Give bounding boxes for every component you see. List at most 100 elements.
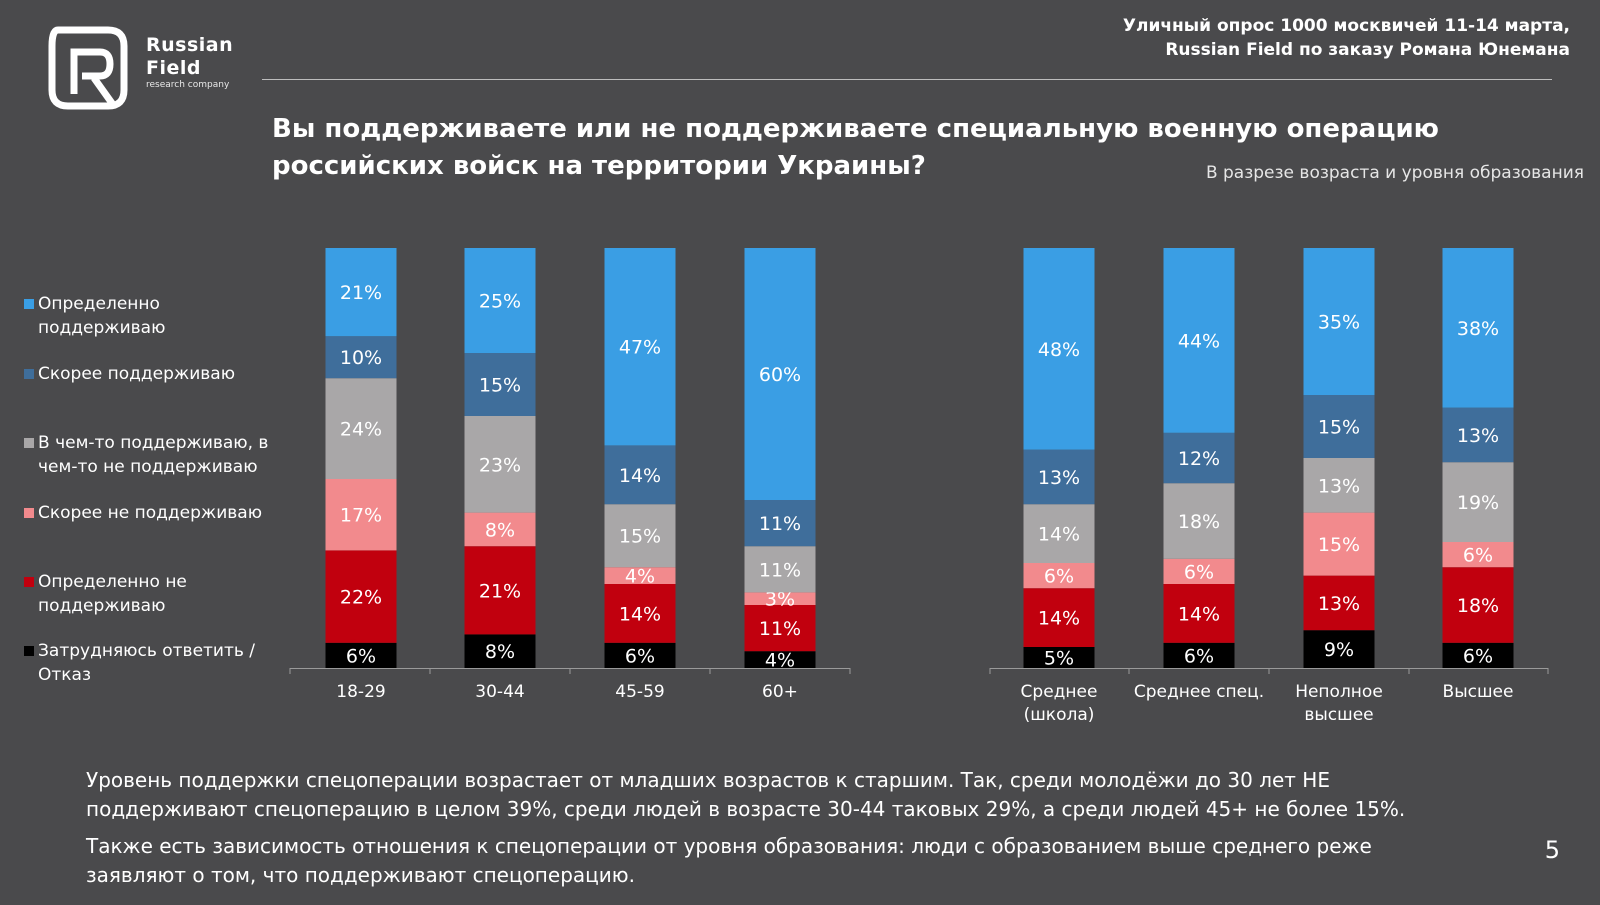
header-divider <box>262 79 1552 80</box>
bar-segment <box>744 592 816 605</box>
data-label: 21% <box>340 282 382 304</box>
legend-label: Определенно поддерживаю <box>38 294 166 338</box>
bar-segment <box>464 546 536 635</box>
data-label: 8% <box>485 641 515 663</box>
data-label: 23% <box>479 454 521 476</box>
data-label: 14% <box>619 465 661 487</box>
bar-segment <box>1303 630 1375 668</box>
x-tick-label: 18-29 <box>336 682 385 702</box>
bar-segment <box>1442 407 1514 463</box>
logo-icon <box>48 26 128 110</box>
bar-segment <box>325 550 397 643</box>
data-label: 6% <box>1463 645 1493 667</box>
data-label: 3% <box>765 589 795 611</box>
bar-segment <box>464 634 536 668</box>
legend-label: Скорее не поддерживаю <box>38 503 263 523</box>
bar-segment <box>1163 483 1235 559</box>
x-tick-label: 60+ <box>762 682 798 702</box>
legend-item: Скорее не поддерживаю <box>24 501 284 525</box>
data-label: 35% <box>1318 312 1360 334</box>
legend-swatch <box>24 646 34 656</box>
data-label: 14% <box>1038 608 1080 630</box>
x-tick-label: Среднее спец. <box>1134 682 1264 702</box>
data-label: 6% <box>1184 561 1214 583</box>
legend-swatch <box>24 369 34 379</box>
legend-label: Скорее поддерживаю <box>38 364 236 384</box>
data-label: 13% <box>1318 475 1360 497</box>
data-label: 15% <box>1318 417 1360 439</box>
logo-tagline: research company <box>146 80 230 90</box>
data-label: 6% <box>1184 645 1214 667</box>
data-label: 60% <box>759 364 801 386</box>
summary-text: Уровень поддержки спецоперации возрастае… <box>86 766 1466 898</box>
x-tick-label: Среднее <box>1021 682 1098 702</box>
data-label: 14% <box>619 603 661 625</box>
data-label: 19% <box>1457 492 1499 514</box>
source-note: Уличный опрос 1000 москвичей 11-14 марта… <box>1123 14 1570 62</box>
bar-segment <box>1442 542 1514 568</box>
data-label: 6% <box>1463 545 1493 567</box>
legend-item: Определенно не поддерживаю <box>24 570 284 618</box>
bar-segment <box>1442 642 1514 668</box>
bar-segment <box>325 378 397 479</box>
data-label: 6% <box>625 645 655 667</box>
bar-segment <box>744 248 816 500</box>
bar-segment <box>464 353 536 416</box>
bar-segment <box>325 479 397 551</box>
logo <box>48 26 128 110</box>
bar-segment <box>744 651 816 668</box>
data-label: 25% <box>479 291 521 313</box>
data-label: 21% <box>479 580 521 602</box>
x-tick-label: 45-59 <box>615 682 664 702</box>
data-label: 13% <box>1318 593 1360 615</box>
bar-segment <box>1442 248 1514 408</box>
data-label: 6% <box>1044 566 1074 588</box>
data-label: 44% <box>1178 330 1220 352</box>
data-label: 9% <box>1324 639 1354 661</box>
data-label: 14% <box>1178 603 1220 625</box>
bar-segment <box>604 445 676 505</box>
bar-segment <box>1163 248 1235 433</box>
data-label: 12% <box>1178 448 1220 470</box>
data-label: 48% <box>1038 339 1080 361</box>
data-label: 22% <box>340 587 382 609</box>
bar-segment <box>744 500 816 547</box>
x-tick-label: 30-44 <box>475 682 524 702</box>
data-label: 14% <box>1038 524 1080 546</box>
data-label: 4% <box>625 566 655 588</box>
bar-segment <box>1023 248 1095 450</box>
data-label: 15% <box>479 375 521 397</box>
data-label: 6% <box>346 645 376 667</box>
bar-segment <box>744 605 816 652</box>
data-label: 15% <box>1318 534 1360 556</box>
data-label: 38% <box>1457 318 1499 340</box>
legend-item: Определенно поддерживаю <box>24 292 284 340</box>
logo-word-1: Russian <box>146 34 234 56</box>
legend-label: Определенно не поддерживаю <box>38 572 187 616</box>
bar-segment <box>744 546 816 593</box>
legend-item: Затрудняюсь ответить / Отказ <box>24 639 284 687</box>
legend-item: Скорее поддерживаю <box>24 362 284 386</box>
bar-segment <box>1303 512 1375 576</box>
data-label: 17% <box>340 505 382 527</box>
source-line-1: Уличный опрос 1000 москвичей 11-14 марта… <box>1122 16 1570 36</box>
chart-subtitle: В разрезе возраста и уровня образования <box>1205 163 1584 183</box>
x-tick-label: Высшее <box>1443 682 1514 702</box>
data-label: 4% <box>765 650 795 672</box>
legend-label: Затрудняюсь ответить / Отказ <box>38 641 256 685</box>
data-label: 18% <box>1457 595 1499 617</box>
data-label: 24% <box>340 419 382 441</box>
bar-segment <box>325 642 397 668</box>
data-label: 8% <box>485 519 515 541</box>
data-label: 15% <box>619 526 661 548</box>
legend-label: В чем-то поддерживаю, в чем-то не поддер… <box>38 433 269 477</box>
data-label: 10% <box>340 347 382 369</box>
bar-segment <box>325 248 397 337</box>
bar-segment <box>1023 504 1095 563</box>
x-tick-label: высшее <box>1304 705 1373 725</box>
bar-segment <box>464 512 536 547</box>
page-number: 5 <box>1544 836 1560 864</box>
data-label: 11% <box>759 513 801 535</box>
bar-segment <box>1442 567 1514 643</box>
bar-segment <box>1303 395 1375 458</box>
